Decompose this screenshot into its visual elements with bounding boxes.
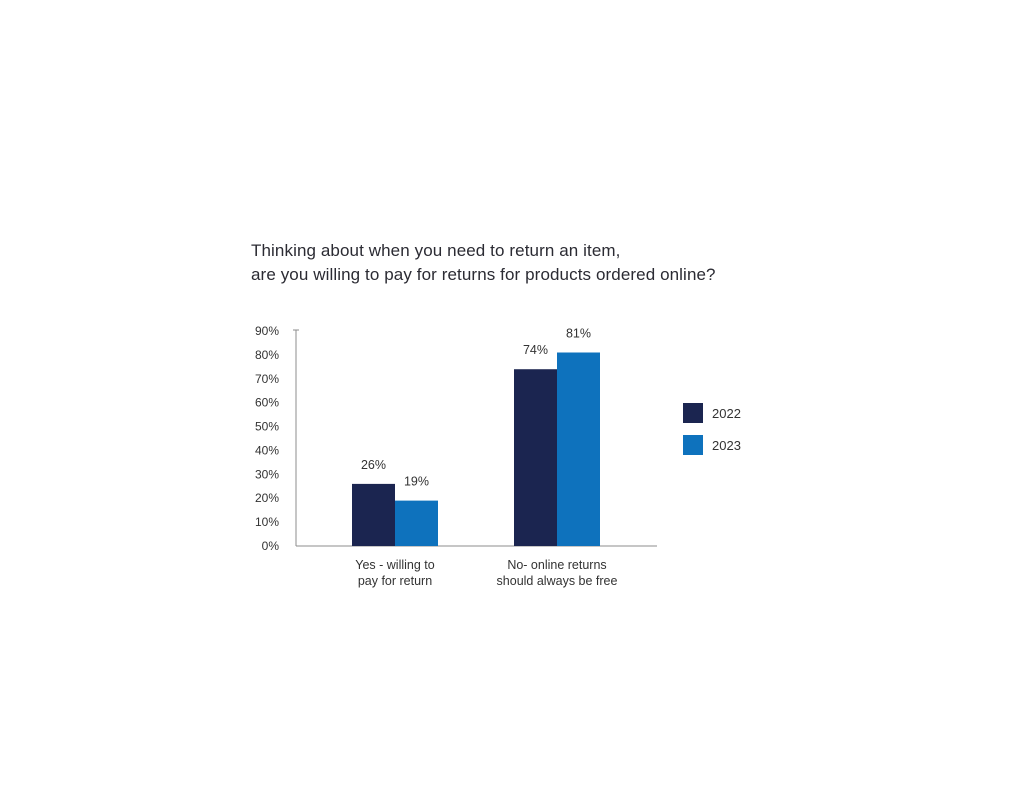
data-label: 26% [361,458,386,472]
x-category-label: Yes - willing to [355,558,434,572]
legend-label: 2022 [712,406,741,421]
x-category-label: No- online returns [507,558,606,572]
y-tick-label: 10% [255,515,279,529]
chart-title-line-1: Thinking about when you need to return a… [251,241,621,260]
y-tick-label: 50% [255,420,279,434]
x-category-label: should always be free [497,574,618,588]
y-tick-label: 40% [255,443,279,457]
chart-title-line-2: are you willing to pay for returns for p… [251,265,716,284]
data-label: 81% [566,327,591,341]
bar-2023-1 [557,352,600,546]
y-tick-label: 0% [262,539,280,553]
y-tick-label: 60% [255,396,279,410]
bar-2023-0 [395,500,438,546]
legend-label: 2023 [712,438,741,453]
data-label: 74% [523,343,548,357]
bar-2022-0 [352,483,395,546]
data-label: 19% [404,475,429,489]
bar-2022-1 [514,369,557,546]
y-tick-label: 90% [255,324,279,338]
legend-swatch-2022 [683,403,703,423]
y-tick-label: 70% [255,372,279,386]
legend-swatch-2023 [683,435,703,455]
y-tick-label: 30% [255,467,279,481]
y-tick-label: 80% [255,348,279,362]
y-tick-label: 20% [255,491,279,505]
x-category-label: pay for return [358,574,432,588]
